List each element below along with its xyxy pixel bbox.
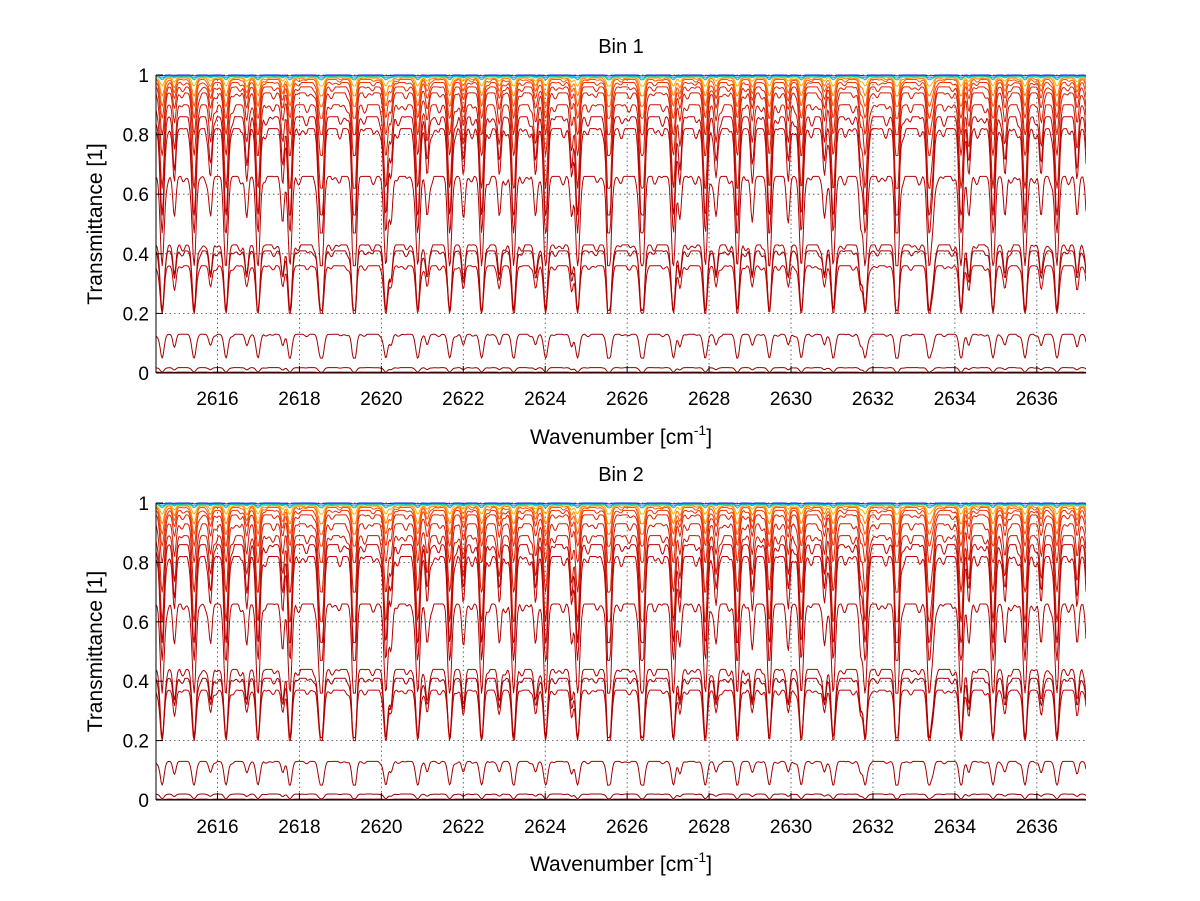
y-axis-title: Transmittance [1] <box>84 571 107 732</box>
plot-panel-bin-1: 2616 2618 2620 2622 2624 2626 2628 2630 2632 2634… <box>84 36 1086 449</box>
x-tick-label: 2632 <box>852 389 894 410</box>
series-line-17 <box>156 333 1086 359</box>
series-line-11 <box>156 116 1086 216</box>
x-axis-title: Wavenumber [cm-1] <box>530 849 712 876</box>
x-axis-title-text: Wavenumber [cm <box>530 426 694 449</box>
series-line-3 <box>156 503 1086 509</box>
x-tick-label: 2626 <box>606 817 648 838</box>
x-tick-label: 2628 <box>688 817 730 838</box>
x-tick-label: 2622 <box>442 817 484 838</box>
y-tick-label: 0.6 <box>123 613 149 634</box>
x-tick-label: 2616 <box>196 389 238 410</box>
x-tick-label: 2634 <box>934 389 977 410</box>
series-line-16 <box>156 265 1086 314</box>
x-tick-label: 2636 <box>1016 389 1058 410</box>
plot-panel-bin-2: 2616 2618 2620 2622 2624 2626 2628 2630 2632 2634… <box>84 464 1086 876</box>
x-tick-label: 2628 <box>688 389 730 410</box>
series-line-14 <box>156 244 1086 311</box>
x-tick-label: 2618 <box>278 817 320 838</box>
series-line-18 <box>156 367 1086 373</box>
series-line-8 <box>156 514 1086 563</box>
series-line-9 <box>156 92 1086 156</box>
series-line-13 <box>156 603 1086 694</box>
y-tick-label: 1 <box>138 494 149 515</box>
x-tick-label: 2620 <box>360 389 402 410</box>
series-line-3 <box>156 75 1086 81</box>
series-line-9 <box>156 523 1086 593</box>
y-tick-label: 0.8 <box>123 126 149 147</box>
x-tick-label: 2620 <box>360 817 402 838</box>
x-tick-label: 2634 <box>934 817 977 838</box>
x-axis-title-superscript: -1 <box>694 422 707 438</box>
y-tick-label: 0.4 <box>123 245 150 266</box>
x-axis-title-suffix: ] <box>706 426 712 449</box>
x-tick-label: 2618 <box>278 389 320 410</box>
series-line-17 <box>156 760 1086 786</box>
x-axis-title-superscript: -1 <box>694 849 707 865</box>
x-axis-title-suffix: ] <box>706 853 712 876</box>
y-tick-label: 0.4 <box>123 672 150 693</box>
chart-title: Bin 1 <box>598 36 644 58</box>
y-tick-label: 0.2 <box>123 732 149 753</box>
x-tick-label: 2630 <box>770 389 812 410</box>
series-line-5 <box>156 505 1086 525</box>
y-tick-label: 0.6 <box>123 185 149 206</box>
x-tick-label: 2636 <box>1016 817 1058 838</box>
x-axis-title: Wavenumber [cm-1] <box>530 422 712 449</box>
x-tick-label: 2616 <box>196 817 238 838</box>
series-line-6 <box>156 506 1086 535</box>
y-tick-label: 0.2 <box>123 304 149 325</box>
y-tick-label: 0 <box>138 791 149 812</box>
series-line-10 <box>156 104 1086 189</box>
series-line-18 <box>156 793 1086 800</box>
x-tick-label: 2624 <box>524 817 567 838</box>
series-line-12 <box>156 128 1086 234</box>
x-tick-label: 2626 <box>606 389 648 410</box>
series-line-2 <box>156 503 1086 507</box>
y-tick-label: 0.8 <box>123 553 149 574</box>
series-line-11 <box>156 544 1086 644</box>
series-line-1 <box>156 502 1086 505</box>
x-axis-title-text: Wavenumber [cm <box>530 853 694 876</box>
y-tick-label: 1 <box>138 66 149 87</box>
x-tick-label: 2632 <box>852 817 894 838</box>
series-line-4 <box>156 76 1086 87</box>
x-tick-label: 2624 <box>524 389 567 410</box>
series-line-12 <box>156 555 1086 661</box>
series-line-7 <box>156 509 1086 547</box>
series-line-1 <box>156 74 1086 77</box>
series-line-13 <box>156 175 1086 267</box>
series-line-14 <box>156 668 1086 739</box>
y-axis-title: Transmittance [1] <box>84 143 107 304</box>
y-tick-label: 0 <box>138 364 149 385</box>
x-tick-label: 2630 <box>770 817 812 838</box>
series-line-10 <box>156 535 1086 623</box>
series-line-5 <box>156 77 1086 97</box>
series-line-8 <box>156 86 1086 136</box>
series-line-4 <box>156 504 1086 515</box>
series-line-7 <box>156 81 1086 119</box>
series-line-2 <box>156 75 1086 79</box>
series-line-6 <box>156 78 1086 107</box>
chart-title: Bin 2 <box>598 464 644 486</box>
series-group <box>156 502 1086 800</box>
x-tick-label: 2622 <box>442 389 484 410</box>
series-group <box>156 74 1086 373</box>
